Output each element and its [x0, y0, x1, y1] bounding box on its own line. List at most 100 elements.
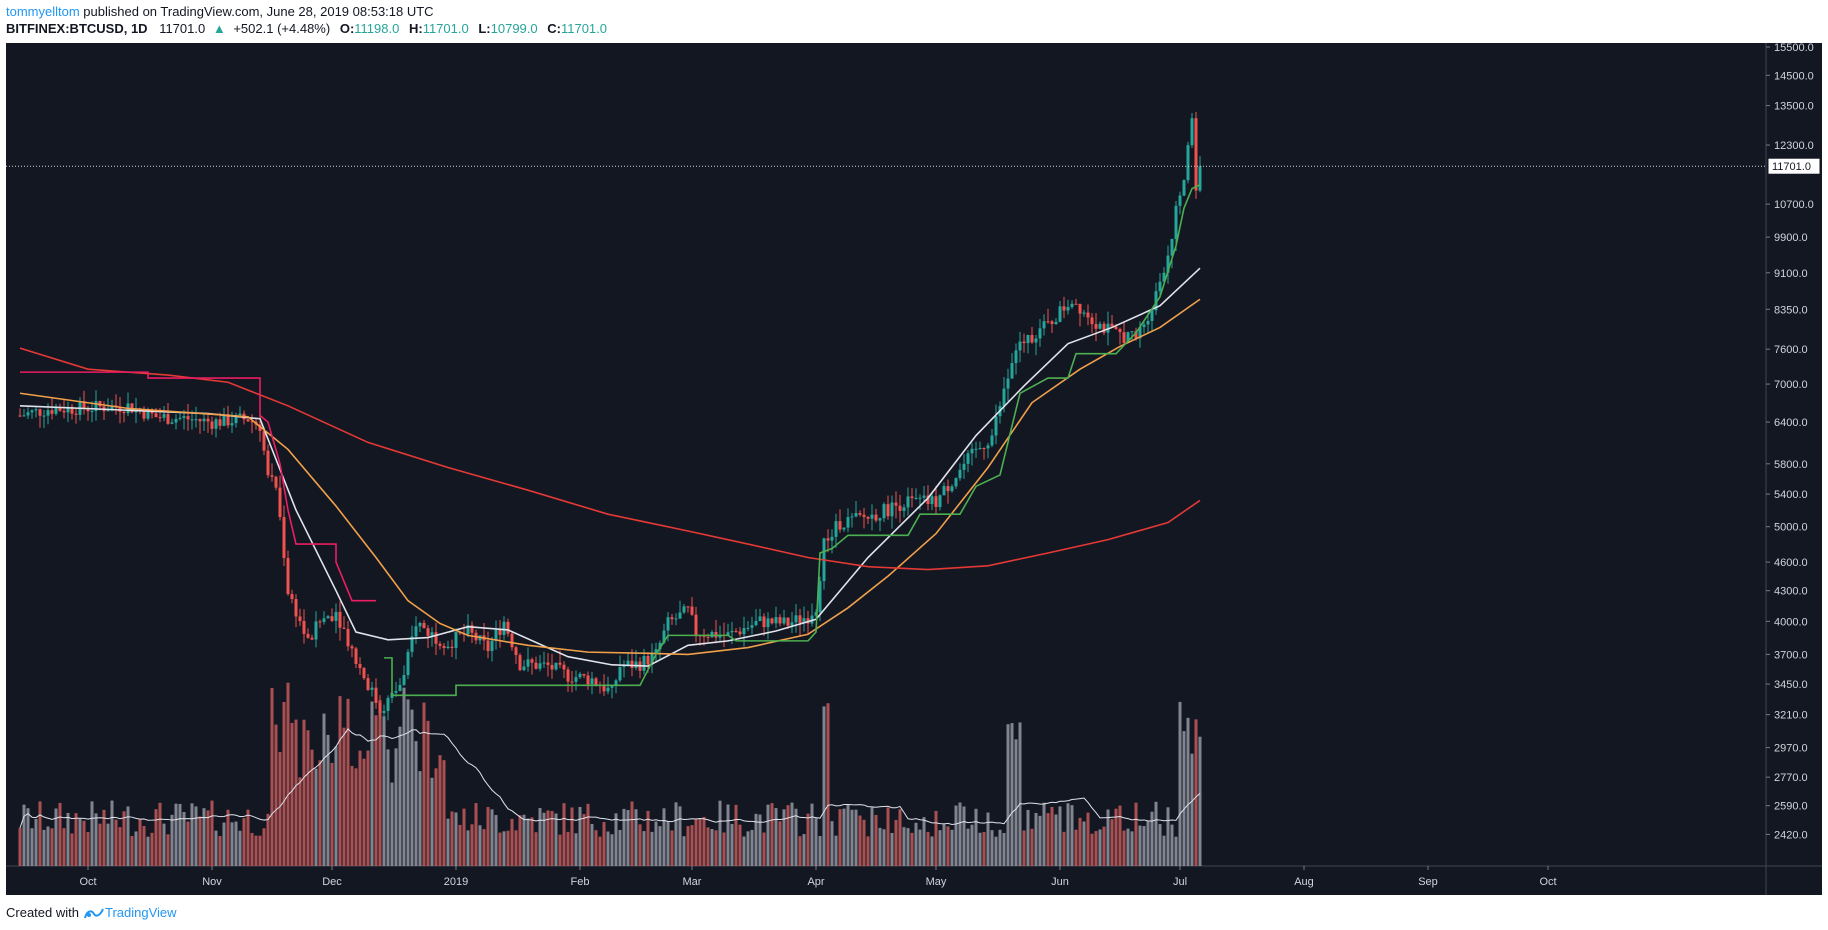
candle-body [570, 681, 574, 683]
candle-body [778, 617, 782, 624]
volume-bar [970, 824, 974, 866]
volume-bar [278, 751, 282, 866]
candle-body [22, 415, 26, 417]
time-tick-label: Oct [1539, 876, 1556, 888]
candle-body [706, 636, 710, 638]
volume-bar [362, 758, 366, 866]
candle-body [454, 632, 458, 648]
volume-bar [850, 809, 854, 866]
candle-body [334, 611, 338, 621]
volume-bar [1154, 801, 1158, 866]
volume-bar [1034, 812, 1038, 866]
high-value: 11701.0 [422, 21, 469, 36]
candle-body [642, 656, 646, 671]
volume-bar [578, 806, 582, 866]
candle-body [430, 632, 434, 636]
price-tick-label: 6400.0 [1774, 417, 1808, 429]
candle-body [934, 496, 938, 507]
publish-info: tommyelltom published on TradingView.com… [6, 4, 434, 19]
volume-bar [1162, 835, 1166, 866]
candle-body [506, 621, 510, 634]
candle-body [926, 495, 930, 505]
volume-bar [90, 801, 94, 866]
close-value: 11701.0 [560, 21, 607, 36]
volume-bar [566, 831, 570, 866]
candle-body [786, 617, 790, 626]
volume-bar [426, 720, 430, 866]
volume-bar [186, 821, 190, 866]
time-tick-label: Mar [683, 876, 702, 888]
volume-bar [538, 807, 542, 866]
candle-body [1178, 195, 1182, 206]
candle-body [1162, 272, 1166, 282]
price-chart[interactable]: 15500.0 14500.0 13500.0 12300.0 10700.0 9900.… [6, 42, 1822, 895]
volume-bar [486, 807, 490, 866]
volume-bar [470, 824, 474, 866]
candle-body [1090, 317, 1094, 325]
tradingview-logo[interactable]: TradingView [83, 905, 177, 920]
volume-bar [774, 808, 778, 866]
author-link[interactable]: tommyelltom [6, 4, 80, 19]
volume-bar [50, 828, 54, 866]
candle-body [850, 516, 854, 518]
candle-body [602, 686, 606, 692]
volume-bar [210, 800, 214, 866]
volume-bar [302, 719, 306, 866]
last-price-badge-label: 11701.0 [1772, 161, 1811, 173]
volume-bar [530, 817, 534, 866]
price-tick-label: 12300.0 [1774, 140, 1814, 152]
symbol-label[interactable]: BITFINEX:BTCUSD, 1D [6, 21, 148, 36]
volume-bar [546, 810, 550, 866]
candle-body [302, 620, 306, 634]
volume-bar [330, 762, 334, 866]
candle-body [198, 419, 202, 422]
volume-bar [290, 722, 294, 866]
candle-body [1138, 327, 1142, 339]
price-tick-label: 4600.0 [1774, 557, 1808, 569]
price-tick-label: 13500.0 [1774, 101, 1814, 113]
volume-bar [78, 818, 82, 866]
candle-body [646, 656, 650, 665]
candle-body [902, 507, 906, 511]
candle-body [818, 581, 822, 613]
volume-bar [102, 809, 106, 866]
candle-body [742, 628, 746, 635]
candle-body [1050, 321, 1054, 325]
candle-body [402, 675, 406, 685]
candle-body [830, 536, 834, 541]
candle-body [446, 646, 450, 649]
volume-ma-line [19, 728, 1201, 829]
candle-body [838, 521, 842, 530]
candle-body [374, 687, 378, 703]
price-tick-label: 2420.0 [1774, 829, 1808, 841]
volume-bar [1186, 717, 1190, 866]
candle-body [1182, 180, 1186, 196]
last-price-badge [1767, 157, 1821, 175]
volume-bar [1130, 831, 1134, 866]
volume-bar [1194, 719, 1198, 866]
volume-bar [62, 828, 66, 866]
candle-body [66, 406, 70, 413]
volume-bar [18, 827, 22, 866]
volume-bar [514, 830, 518, 866]
candle-body [510, 633, 514, 648]
candle-body [782, 617, 786, 624]
volume-bar [854, 809, 858, 866]
candle-body [886, 504, 890, 517]
candle-body [382, 710, 386, 714]
candle-body [938, 495, 942, 507]
volume-bar [1146, 820, 1150, 866]
created-with-text: Created with [6, 905, 79, 920]
candle-body [554, 662, 558, 670]
candle-body [486, 640, 490, 652]
chart-container[interactable]: 15500.0 14500.0 13500.0 12300.0 10700.0 9900.… [6, 42, 1822, 895]
volume-bar [110, 800, 114, 866]
candle-body [42, 415, 46, 417]
volume-bar [314, 768, 318, 866]
candle-body [1142, 324, 1146, 328]
candle-body [1034, 338, 1038, 343]
volume-bar [1166, 807, 1170, 866]
volume-bar [274, 724, 278, 866]
volume-bar [238, 830, 242, 866]
volume-bar [206, 810, 210, 866]
